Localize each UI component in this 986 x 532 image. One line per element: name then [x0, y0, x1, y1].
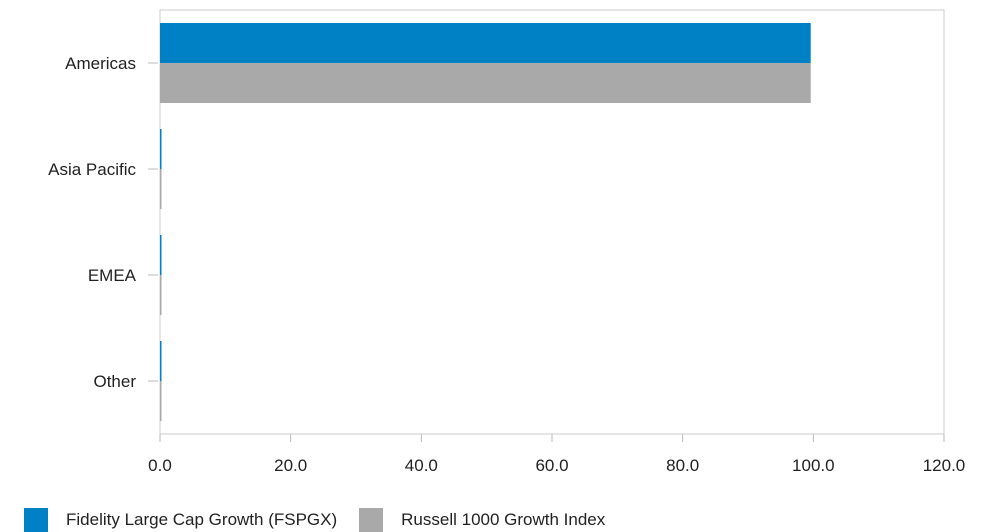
- bars-group: [160, 23, 811, 421]
- legend-swatch-index: [359, 508, 384, 532]
- category-label: Asia Pacific: [48, 160, 136, 179]
- legend-item-fund: Fidelity Large Cap Growth (FSPGX): [24, 508, 337, 532]
- bar-index-other: [160, 381, 162, 421]
- bar-chart: Americas Asia Pacific EMEA Other 0.0 20.0 40.…: [48, 9, 965, 475]
- bar-fund-asia-pacific: [160, 129, 162, 169]
- legend-label-fund: Fidelity Large Cap Growth (FSPGX): [66, 510, 338, 529]
- value-tick-label: 120.0: [923, 456, 966, 475]
- value-tick-label: 20.0: [274, 456, 307, 475]
- value-tick-label: 100.0: [792, 456, 835, 475]
- category-axis: Americas Asia Pacific EMEA Other: [48, 54, 158, 391]
- legend: Fidelity Large Cap Growth (FSPGX) Russel…: [24, 508, 627, 532]
- bar-fund-other: [160, 341, 162, 381]
- legend-label-index: Russell 1000 Growth Index: [401, 510, 606, 529]
- bar-index-asia-pacific: [160, 169, 162, 209]
- value-tick-label: 60.0: [535, 456, 568, 475]
- legend-swatch-fund: [24, 508, 48, 532]
- bar-fund-emea: [160, 235, 162, 275]
- category-label: Other: [93, 372, 136, 391]
- value-tick-label: 0.0: [148, 456, 172, 475]
- category-label: EMEA: [88, 266, 137, 285]
- bar-index-emea: [160, 275, 162, 315]
- value-tick-label: 40.0: [405, 456, 438, 475]
- bar-fund-americas: [160, 23, 811, 63]
- bar-index-americas: [160, 63, 811, 103]
- value-tick-label: 80.0: [666, 456, 699, 475]
- value-axis: 0.0 20.0 40.0 60.0 80.0 100.0 120.0: [148, 434, 965, 475]
- category-label: Americas: [65, 54, 136, 73]
- legend-item-index: Russell 1000 Growth Index: [359, 508, 605, 532]
